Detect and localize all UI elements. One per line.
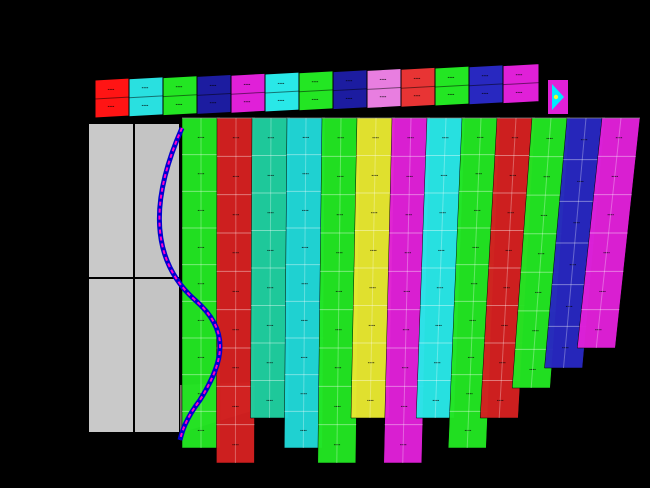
svg-text:----: ---- (142, 85, 149, 91)
fea-mesh-viewport: ---- ---- ---- ---- ---- ---- ---- ---- ---- ----… (0, 0, 650, 488)
svg-text:----: ---- (244, 81, 251, 87)
svg-text:----: ---- (108, 86, 115, 92)
svg-text:----: ---- (210, 100, 217, 106)
svg-text:----: ---- (142, 103, 149, 109)
top-panel-segment[interactable]: ---- ---- (469, 65, 505, 105)
svg-text:----: ---- (346, 78, 353, 84)
svg-text:----: ---- (414, 93, 421, 99)
reference-marker-group[interactable] (548, 80, 568, 114)
top-panel-segment[interactable]: ---- ---- (231, 73, 267, 113)
top-panel-segment[interactable]: ---- ---- (299, 71, 335, 111)
svg-text:----: ---- (448, 74, 455, 80)
svg-text:----: ---- (244, 99, 251, 105)
front-column-strip[interactable]: ---- ---- ---- ---- ---- ---- ---- ---- (251, 118, 291, 418)
svg-text:----: ---- (414, 75, 421, 81)
top-panel-segment[interactable]: ---- ---- (401, 67, 437, 107)
svg-text:----: ---- (516, 72, 523, 78)
top-panel-segment[interactable]: ---- ---- (435, 66, 471, 106)
mesh-canvas: ----------------------------------------… (0, 0, 650, 488)
top-panel-segment[interactable]: ---- ---- (197, 74, 233, 114)
svg-text:----: ---- (176, 101, 183, 107)
svg-text:----: ---- (108, 104, 115, 110)
svg-text:----: ---- (312, 97, 319, 103)
top-panel-segment[interactable]: ---- ---- (95, 78, 131, 118)
top-panel-segment[interactable]: ---- ---- (333, 70, 369, 110)
svg-text:----: ---- (516, 89, 523, 95)
top-panel-segment[interactable]: ---- ---- (129, 77, 165, 117)
top-panel-segment[interactable]: ---- ---- (163, 76, 199, 116)
svg-text:----: ---- (346, 95, 353, 101)
svg-text:----: ---- (210, 83, 217, 89)
top-panel-segment[interactable]: ---- ---- (367, 68, 403, 108)
svg-text:----: ---- (448, 92, 455, 98)
svg-text:----: ---- (380, 77, 387, 83)
svg-text:----: ---- (312, 79, 319, 85)
svg-text:----: ---- (278, 80, 285, 86)
svg-text:----: ---- (380, 94, 387, 100)
svg-text:----: ---- (176, 84, 183, 90)
top-panel-segment[interactable]: ---- ---- (503, 64, 539, 104)
top-panel-segment[interactable]: ---- ---- (265, 72, 301, 112)
svg-text:----: ---- (482, 73, 489, 79)
marker-dot-icon[interactable] (554, 95, 558, 99)
svg-text:----: ---- (482, 91, 489, 97)
svg-text:----: ---- (278, 98, 285, 104)
front-column-strip[interactable]: ---- ---- ---- ---- ---- ---- ---- ---- ---- (216, 118, 255, 463)
